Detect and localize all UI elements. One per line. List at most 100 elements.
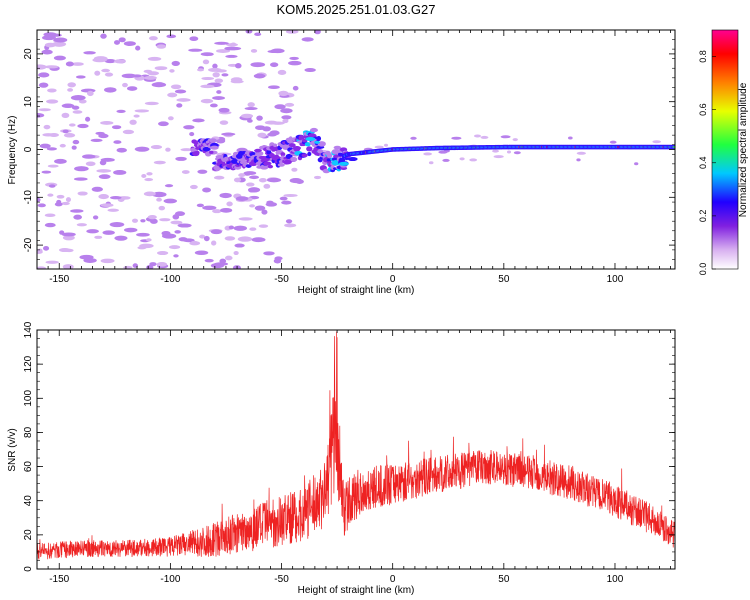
heatmap-cell	[48, 33, 62, 37]
heatmap-cell	[164, 184, 174, 188]
heatmap-cell	[280, 108, 293, 114]
heatmap-cell	[83, 258, 97, 263]
heatmap-cell	[270, 48, 285, 54]
heatmap-cell	[208, 138, 217, 143]
heatmap-cell	[156, 197, 162, 202]
heatmap-cell	[100, 258, 115, 264]
heatmap-cell	[219, 258, 227, 264]
heatmap-cell	[37, 266, 47, 269]
heatmap-cell	[86, 229, 99, 234]
heatmap-cell	[62, 129, 69, 134]
heatmap-cell	[174, 230, 181, 234]
heatmap-cell	[167, 92, 178, 98]
heatmap-cell	[102, 230, 115, 235]
heatmap-cells	[37, 30, 675, 269]
snr-ylabel: SNR (v/v)	[7, 428, 18, 471]
heatmap-cell	[72, 110, 83, 114]
heatmap-cell	[38, 82, 49, 88]
heatmap-cell	[384, 143, 389, 147]
heatmap-cell	[43, 245, 50, 251]
heatmap-cell	[116, 109, 126, 113]
heatmap-cell	[220, 207, 233, 213]
heatmap-cell	[134, 109, 150, 113]
heatmap-cell	[65, 61, 74, 67]
heatmap-cell	[158, 121, 169, 127]
heatmap-cell	[156, 262, 168, 267]
heatmap-cell	[266, 149, 272, 155]
heatmap-cell	[634, 162, 639, 166]
heatmap-cell	[451, 136, 462, 140]
heatmap-cell	[94, 70, 101, 76]
heatmap-cell	[41, 49, 53, 55]
heatmap-cell	[103, 87, 117, 93]
heatmap-cell	[158, 205, 166, 211]
heatmap-cell	[167, 116, 174, 121]
heatmap-cell	[100, 157, 115, 162]
heatmap-cell	[215, 69, 227, 73]
heatmap-cell	[114, 235, 128, 241]
x-tick-label: 0	[390, 574, 396, 585]
heatmap-cell	[292, 85, 299, 91]
heatmap-cell	[317, 149, 324, 154]
heatmap-cell	[174, 89, 187, 94]
heatmap-cell	[224, 255, 233, 261]
heatmap-cell	[250, 49, 258, 53]
heatmap-cell	[202, 59, 210, 65]
snr-axes: -150 -100 -50 0 50 100 0 20 40 60 80 100 120 140	[23, 321, 675, 585]
snr-panel: -150 -100 -50 0 50 100 0 20 40 60 80 100 120 140 Heig…	[7, 321, 676, 596]
heatmap-cell	[180, 148, 193, 152]
heatmap-cell	[85, 116, 91, 122]
heatmap-cell	[305, 136, 316, 141]
heatmap-cell	[177, 223, 192, 228]
y-tick-label: 20	[23, 529, 34, 541]
heatmap-cell	[292, 145, 301, 151]
heatmap-cell	[70, 209, 84, 213]
heatmap-cell	[428, 161, 434, 165]
heatmap-cell	[224, 236, 236, 241]
heatmap-cell	[151, 82, 167, 88]
heatmap-cell	[474, 134, 482, 138]
heatmap-cell	[218, 107, 230, 113]
heatmap-cell	[289, 56, 299, 61]
heatmap-cell	[54, 202, 63, 207]
heatmap-cell	[301, 153, 308, 158]
heatmap-cell	[263, 251, 275, 256]
heatmap-cell	[492, 149, 499, 153]
heatmap-cell	[98, 133, 109, 139]
heatmap-cell	[45, 260, 59, 264]
heatmap-cell	[267, 164, 274, 169]
heatmap-cell	[39, 143, 51, 149]
heatmap-cell	[278, 90, 289, 97]
heatmap-ylabel: Frequency (Hz)	[7, 116, 18, 185]
heatmap-cell	[274, 104, 286, 110]
heatmap-cell	[181, 170, 190, 174]
heatmap-cell	[262, 126, 271, 132]
heatmap-cell	[144, 101, 159, 106]
heatmap-cell	[241, 113, 254, 119]
heatmap-cell	[263, 161, 272, 166]
heatmap-cell	[113, 140, 122, 144]
heatmap-cell	[87, 90, 94, 97]
heatmap-cell	[192, 118, 205, 123]
heatmap-cell	[267, 85, 280, 90]
heatmap-cell	[290, 156, 298, 162]
heatmap-cell	[284, 223, 297, 228]
heatmap-cell	[122, 82, 128, 88]
heatmap-cell	[67, 82, 76, 88]
heatmap-cell	[326, 152, 333, 159]
snr-xlabel: Height of straight line (km)	[298, 585, 415, 596]
heatmap-cell	[230, 79, 244, 84]
heatmap-cell	[223, 156, 230, 161]
heatmap-cell	[176, 103, 183, 108]
heatmap-cell	[219, 192, 232, 199]
heatmap-cell	[65, 197, 71, 203]
heatmap-cell	[109, 221, 125, 228]
x-tick-label: -100	[160, 574, 180, 585]
heatmap-cell	[77, 191, 88, 196]
heatmap-cell	[266, 200, 274, 204]
heatmap-cell	[37, 203, 46, 208]
heatmap-cell	[41, 170, 52, 174]
heatmap-cell	[116, 147, 127, 153]
x-tick-label: -50	[274, 274, 289, 285]
heatmap-cell	[235, 196, 249, 201]
